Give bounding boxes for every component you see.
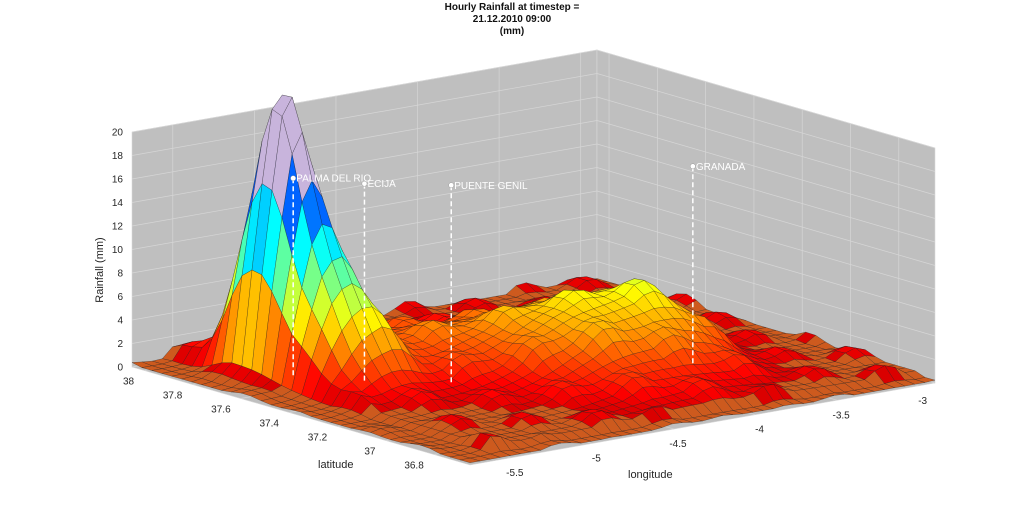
grid-z-side [596, 143, 936, 243]
y-axis-label: latitude [318, 459, 353, 471]
station-marker [361, 180, 368, 187]
y-tick-label: 37.4 [259, 419, 279, 430]
grid-z-side [596, 96, 936, 196]
z-tick-label: 4 [117, 316, 123, 327]
z-axis-label: Rainfall (mm) [94, 237, 106, 302]
axis-ticks: 0 2 4 6 8 10 12 14 16 18 20 36.8 37 37.2 37.4 37.6 37.8 3… [112, 128, 928, 479]
z-tick-label: 2 [117, 339, 123, 350]
z-tick-label: 8 [117, 269, 123, 280]
x-tick-label: -5.5 [506, 468, 524, 479]
z-tick-label: 18 [112, 151, 124, 162]
y-tick-label: 37 [364, 447, 376, 458]
z-tick-label: 0 [117, 363, 123, 374]
rainfall-surface [131, 94, 936, 463]
chart-title-line-1: Hourly Rainfall at timestep = [444, 2, 580, 13]
station-marker [448, 182, 455, 189]
station-label: PALMA DEL RIO [296, 174, 371, 185]
y-tick-label: 38 [123, 377, 135, 388]
grid-z-back [131, 237, 598, 321]
chart-title-line-2: 21.12.2010 09:00 [472, 14, 552, 25]
surface-cell [460, 457, 481, 463]
station-label: GRANADA [696, 162, 746, 173]
grid-z-back [131, 73, 598, 156]
grid-z-back [131, 96, 598, 180]
x-tick-label: -3.5 [832, 410, 850, 421]
grid-z-back [131, 214, 598, 297]
y-tick-label: 37.8 [163, 391, 183, 402]
chart-title-line-3: (mm) [499, 26, 525, 37]
station-label: PUENTE GENIL [454, 181, 528, 192]
grid-z-side [596, 214, 936, 313]
x-tick-label: -5 [592, 453, 601, 464]
grid-z-back [131, 49, 598, 133]
z-tick-label: 12 [112, 222, 124, 233]
grid-z-side [596, 190, 936, 290]
z-tick-label: 14 [112, 198, 124, 209]
grid-z-side [596, 49, 936, 149]
station-label: ECIJA [367, 179, 396, 190]
x-tick-label: -4.5 [669, 439, 687, 450]
x-tick-label: -3 [918, 396, 927, 407]
station-marker [690, 163, 696, 170]
x-axis-label: longitude [628, 469, 673, 481]
grid-z-side [596, 167, 936, 266]
x-tick-label: -4 [755, 425, 764, 436]
z-tick-label: 20 [112, 128, 124, 139]
grid-z-back [131, 120, 598, 203]
z-tick-label: 6 [117, 292, 123, 303]
y-tick-label: 37.2 [308, 433, 328, 444]
grid-z-side [596, 261, 936, 360]
grid-z-side [596, 120, 936, 219]
grid-z-side [596, 237, 936, 337]
z-tick-label: 10 [112, 245, 124, 256]
y-tick-label: 37.6 [211, 405, 231, 416]
y-tick-label: 36.8 [404, 461, 424, 472]
z-tick-label: 16 [112, 175, 124, 186]
grid-z-side [596, 73, 936, 172]
station-marker [290, 175, 296, 182]
